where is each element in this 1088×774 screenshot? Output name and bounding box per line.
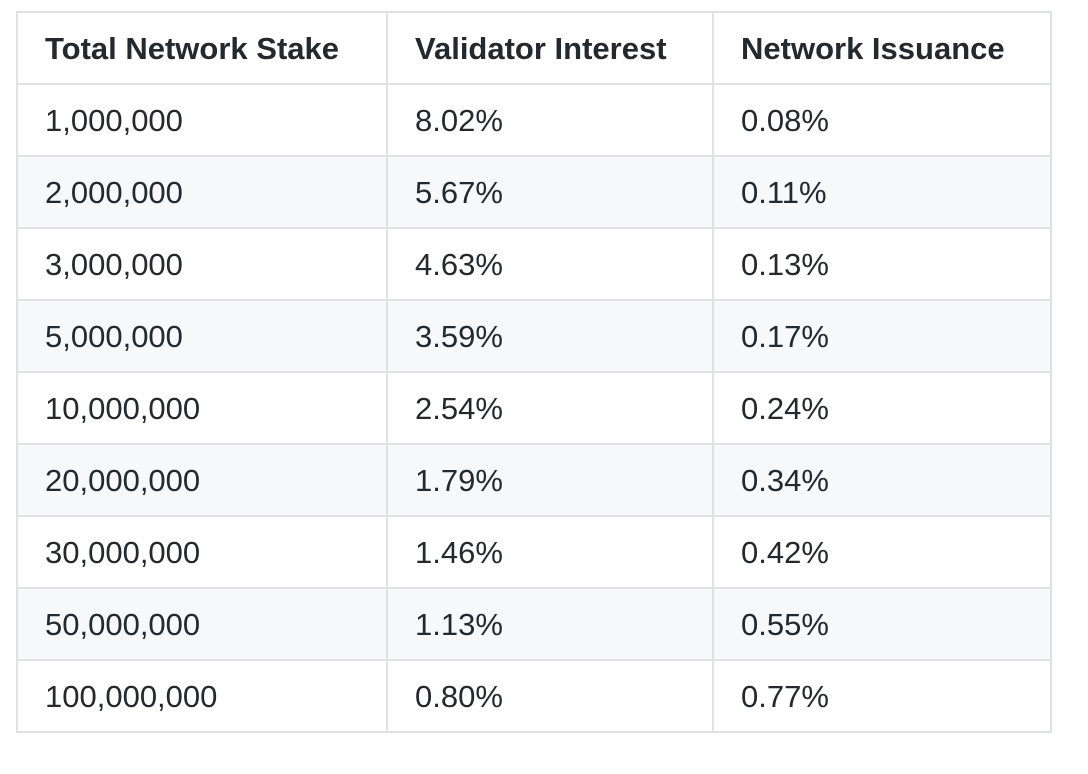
cell-network-issuance: 0.42% [712,515,1052,589]
cell-total-network-stake: 5,000,000 [16,299,388,373]
table-row: 50,000,000 1.13% 0.55% [16,587,1052,661]
table-row: 10,000,000 2.54% 0.24% [16,371,1052,445]
cell-validator-interest: 3.59% [386,299,714,373]
table-row: 2,000,000 5.67% 0.11% [16,155,1052,229]
cell-total-network-stake: 10,000,000 [16,371,388,445]
table-row: 5,000,000 3.59% 0.17% [16,299,1052,373]
cell-network-issuance: 0.77% [712,659,1052,733]
table-row: 30,000,000 1.46% 0.42% [16,515,1052,589]
cell-total-network-stake: 1,000,000 [16,83,388,157]
cell-network-issuance: 0.34% [712,443,1052,517]
cell-validator-interest: 0.80% [386,659,714,733]
table-body: 1,000,000 8.02% 0.08% 2,000,000 5.67% 0.… [16,83,1052,733]
stake-issuance-table: Total Network Stake Validator Interest N… [16,11,1052,733]
cell-total-network-stake: 2,000,000 [16,155,388,229]
cell-validator-interest: 4.63% [386,227,714,301]
cell-validator-interest: 1.46% [386,515,714,589]
table-row: 20,000,000 1.79% 0.34% [16,443,1052,517]
table-row: 1,000,000 8.02% 0.08% [16,83,1052,157]
cell-validator-interest: 1.13% [386,587,714,661]
cell-validator-interest: 1.79% [386,443,714,517]
cell-total-network-stake: 20,000,000 [16,443,388,517]
cell-validator-interest: 8.02% [386,83,714,157]
header-row: Total Network Stake Validator Interest N… [16,11,1052,85]
cell-total-network-stake: 3,000,000 [16,227,388,301]
cell-network-issuance: 0.13% [712,227,1052,301]
table-header: Total Network Stake Validator Interest N… [16,11,1052,85]
cell-network-issuance: 0.11% [712,155,1052,229]
cell-total-network-stake: 100,000,000 [16,659,388,733]
cell-validator-interest: 5.67% [386,155,714,229]
table-row: 100,000,000 0.80% 0.77% [16,659,1052,733]
cell-total-network-stake: 30,000,000 [16,515,388,589]
cell-network-issuance: 0.55% [712,587,1052,661]
cell-network-issuance: 0.24% [712,371,1052,445]
header-network-issuance: Network Issuance [712,11,1052,85]
cell-network-issuance: 0.17% [712,299,1052,373]
header-total-network-stake: Total Network Stake [16,11,388,85]
cell-total-network-stake: 50,000,000 [16,587,388,661]
cell-validator-interest: 2.54% [386,371,714,445]
table-row: 3,000,000 4.63% 0.13% [16,227,1052,301]
header-validator-interest: Validator Interest [386,11,714,85]
cell-network-issuance: 0.08% [712,83,1052,157]
